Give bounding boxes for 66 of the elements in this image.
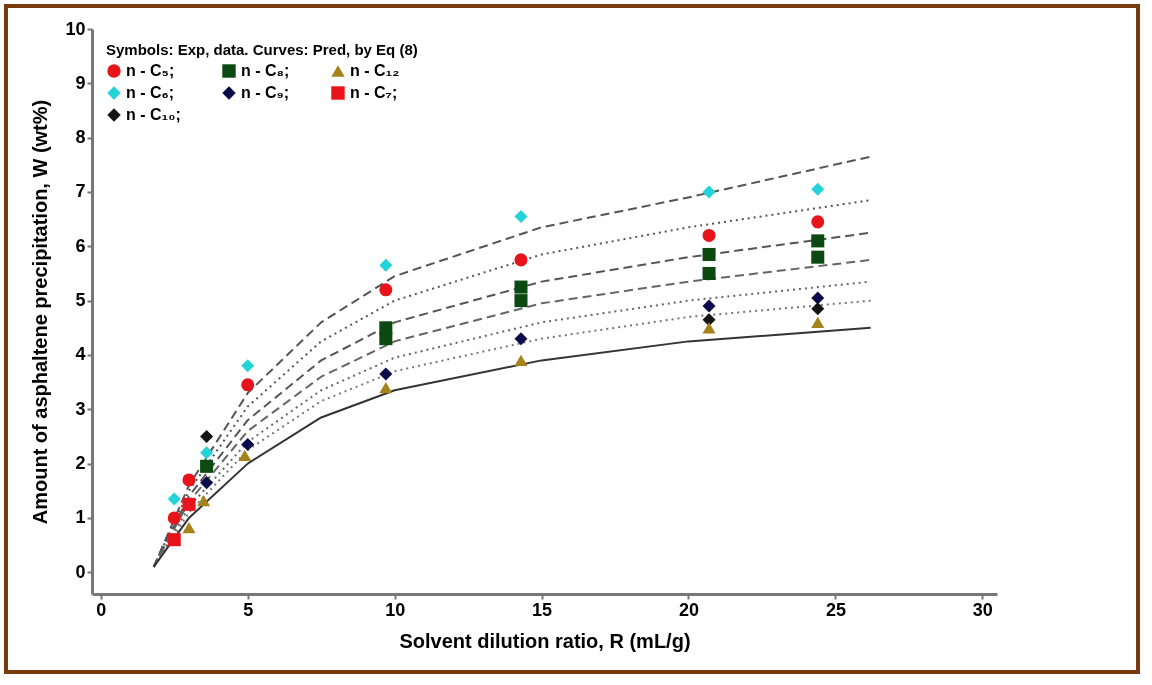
legend-label: n - C₉; [241,84,290,101]
point [514,332,528,346]
point [702,313,716,327]
point [200,446,214,460]
point [514,280,528,294]
legend-label: n - C₁₀; [126,106,181,123]
point [167,511,181,525]
point [514,354,528,367]
point [702,322,716,334]
legend-label: n - C₈; [241,62,290,79]
point [514,209,528,223]
y-tick-label: 8 [75,127,86,148]
y-tick-label: 9 [75,72,86,93]
point [200,459,214,473]
point [811,182,825,196]
point [200,476,214,490]
legend-label: n - C₅; [126,62,175,79]
y-tick-label: 3 [75,398,86,419]
x-tick-label: 10 [385,599,406,620]
point [182,473,196,487]
point [241,359,255,373]
point [702,266,716,280]
y-tick-label: 1 [75,507,86,528]
point [200,429,214,443]
y-tick-label: 0 [75,561,86,582]
point [811,250,825,264]
y-tick-label: 6 [75,235,86,256]
x-tick-label: 0 [96,599,107,620]
y-tick-label: 2 [75,453,86,474]
point [811,291,825,305]
x-tick-label: 15 [532,599,553,620]
point [241,438,255,452]
point [379,258,393,272]
x-tick-label: 5 [243,599,254,620]
point [197,494,211,507]
point [379,381,393,394]
legend-title: Symbols: Exp, data. Curves: Pred, by Eq (8) [106,41,418,58]
y-tick-label: 7 [75,181,86,202]
y-tick-label: 10 [65,18,86,39]
point [811,234,825,248]
point [379,367,393,381]
point [182,522,196,534]
x-tick-label: 30 [972,599,993,620]
x-axis-title: Solvent dilution ratio, R (mL/g) [399,629,691,652]
point [514,294,528,308]
y-axis-title: Amount of asphaltene precipitation, W (wt%) [29,99,52,525]
point [702,299,716,313]
point [241,378,255,392]
point [811,215,825,229]
y-tick-label: 4 [75,344,86,365]
point [702,185,716,199]
point [811,316,825,329]
legend-label: n - C₇; [350,84,398,101]
point [811,302,825,316]
point [379,283,393,297]
point [702,228,716,242]
point [167,492,181,506]
point [702,247,716,261]
y-tick-label: 5 [75,290,86,311]
legend-label: n - C₆; [126,84,175,101]
point [379,321,393,335]
point [514,253,528,267]
point [238,449,252,462]
x-tick-label: 25 [825,599,846,620]
x-tick-label: 20 [678,599,699,620]
legend-label: n - C₁₂ [350,62,400,79]
